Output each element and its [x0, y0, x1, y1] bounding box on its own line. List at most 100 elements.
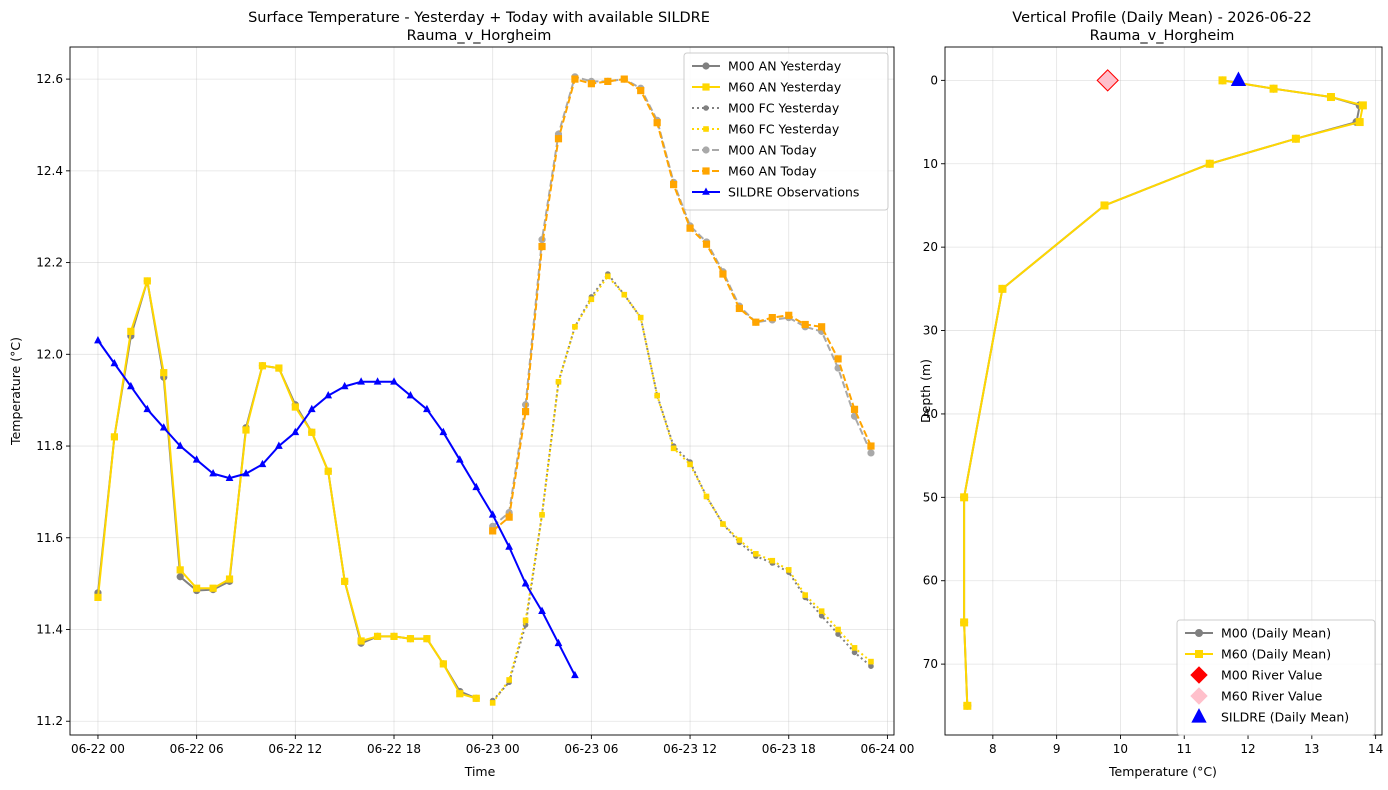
chart1-legend-marker: [702, 146, 710, 154]
chart1-point-sildre-observations: [521, 579, 530, 587]
chart1-x-label: Time: [464, 764, 496, 779]
chart2-x-tick-label: 10: [1113, 742, 1128, 756]
chart1-legend-label: SILDRE Observations: [728, 185, 859, 200]
surface-temperature-chart: Surface Temperature - Yesterday + Today …: [8, 10, 914, 779]
chart2-legend-item: M60 River Value: [1190, 687, 1323, 705]
chart1-x-tick-label: 06-23 12: [663, 742, 717, 756]
chart2-markers: [1096, 69, 1247, 92]
chart2-point-m60-daily-mean: [1358, 101, 1367, 110]
chart1-legend-marker: [703, 126, 709, 132]
chart1-legend-item: M00 AN Yesterday: [692, 59, 842, 74]
chart1-point-m60-an-today: [834, 355, 842, 363]
chart1-legend-marker: [702, 167, 710, 175]
chart1-point-m60-an-yesterday: [439, 660, 447, 668]
chart2-subtitle: Rauma_v_Horgheim: [1090, 28, 1235, 44]
chart1-point-m60-an-yesterday: [209, 584, 217, 592]
chart2-legend-label: M60 River Value: [1221, 689, 1323, 704]
chart2-legend-item: M60 (Daily Mean): [1185, 647, 1331, 662]
chart1-legend-label: M00 AN Yesterday: [728, 59, 842, 74]
chart2-point-m60-daily-mean: [1218, 76, 1227, 85]
chart1-y-tick-label: 11.6: [36, 531, 63, 545]
chart1-point-m60-an-yesterday: [390, 632, 398, 640]
chart1-point-m60-fc-yesterday: [637, 314, 644, 321]
chart1-point-sildre-observations: [439, 427, 448, 436]
chart2-legend-item: SILDRE (Daily Mean): [1191, 708, 1349, 725]
chart2-line-m60-daily-mean: [963, 79, 1364, 706]
chart1-point-sildre-observations: [225, 473, 234, 481]
chart1-point-m60-an-today: [850, 405, 859, 413]
chart1-point-m60-an-yesterday: [423, 635, 431, 643]
chart1-point-m60-fc-yesterday: [506, 677, 512, 683]
chart2-x-label: Temperature (°C): [1108, 764, 1217, 779]
chart1-y-ticks: 11.2 11.4 11.6 11.8 12.0 12.2 12.4 12.6: [36, 72, 70, 728]
chart1-point-m00-an-yesterday: [176, 573, 184, 581]
chart2-legend-marker: [1195, 650, 1204, 659]
chart1-point-sildre-observations: [143, 404, 152, 413]
chart1-point-m60-fc-yesterday: [868, 658, 874, 665]
chart2-legend-box: [1176, 619, 1376, 736]
chart1-point-m60-an-yesterday: [275, 364, 283, 372]
chart1-point-m60-fc-yesterday: [753, 551, 759, 557]
chart2-x-tick-label: 13: [1304, 742, 1319, 756]
chart1-point-sildre-observations: [94, 336, 102, 344]
chart1-point-m60-an-yesterday: [341, 577, 349, 585]
chart1-point-sildre-observations: [571, 670, 579, 679]
chart2-x-tick-label: 8: [989, 742, 997, 756]
chart1-point-m60-an-today: [818, 323, 826, 331]
chart1-point-m60-an-today: [670, 180, 678, 189]
chart2-legend-item: M00 River Value: [1190, 666, 1323, 684]
chart2-y-tick-label: 50: [923, 490, 938, 504]
chart1-subtitle: Rauma_v_Horgheim: [407, 28, 552, 44]
chart2-y-ticks: 0 10 20 30 40 50 60 70: [923, 73, 945, 671]
chart1-point-m60-an-yesterday: [242, 426, 250, 434]
chart1-point-m60-an-yesterday: [160, 369, 168, 377]
chart1-legend-label: M00 AN Today: [728, 143, 817, 158]
chart1-point-m60-an-today: [801, 320, 809, 329]
chart1-point-m60-an-yesterday: [373, 632, 382, 640]
chart1-legend-label: M60 FC Yesterday: [728, 122, 840, 137]
chart1-line-m60-an-yesterday: [97, 279, 477, 700]
chart2-legend: M00 (Daily Mean) M60 (Daily Mean) M00 Rive…: [1176, 619, 1376, 736]
chart1-point-m60-an-today: [686, 224, 694, 232]
chart2-x-tick-label: 11: [1177, 742, 1192, 756]
chart2-y-tick-label: 40: [923, 407, 938, 421]
chart1-point-m60-an-yesterday: [291, 403, 299, 411]
chart1-point-m60-an-yesterday: [406, 635, 415, 643]
chart1-point-m60-fc-yesterday: [489, 700, 496, 706]
chart1-legend-box: [683, 52, 889, 211]
chart2-frame: [944, 46, 1383, 736]
chart1-point-m60-an-yesterday: [225, 575, 234, 583]
chart1-point-m00-fc-yesterday: [851, 649, 858, 656]
chart1-legend-marker: [702, 187, 710, 195]
chart1-point-m60-an-today: [768, 314, 776, 322]
chart2-x-tick-label: 12: [1240, 742, 1255, 756]
chart1-point-sildre-observations: [176, 441, 185, 449]
chart1-point-m60-fc-yesterday: [835, 626, 841, 633]
chart1-point-m60-an-yesterday: [357, 637, 365, 645]
chart1-point-m60-fc-yesterday: [785, 567, 792, 573]
chart1-y-label: Temperature (°C): [8, 337, 23, 446]
chart1-point-sildre-observations: [357, 377, 365, 385]
chart1-point-sildre-observations: [209, 469, 217, 477]
chart1-point-m60-an-today: [637, 86, 645, 95]
chart2-y-tick-label: 70: [923, 657, 938, 671]
chart1-point-m60-fc-yesterday: [621, 291, 628, 298]
chart2-point-m60-daily-mean: [1205, 159, 1214, 168]
chart2-point-m60-daily-mean: [960, 493, 969, 502]
chart2-point-m60-daily-mean: [963, 701, 972, 710]
chart2-line-m00-daily-mean: [963, 79, 1361, 706]
chart1-point-m60-an-today: [538, 242, 546, 251]
chart1-x-tick-label: 06-23 06: [564, 742, 618, 756]
chart1-point-m60-an-today: [785, 311, 793, 319]
chart1-x-tick-label: 06-22 18: [367, 742, 421, 756]
chart1-point-sildre-observations: [472, 482, 481, 491]
chart1-legend: M00 AN Yesterday M60 AN Yesterday M00 FC Y…: [683, 52, 889, 211]
chart1-y-tick-label: 11.4: [36, 623, 63, 637]
chart2-legend-marker: [1195, 629, 1204, 638]
chart2-legend-label: M60 (Daily Mean): [1221, 647, 1331, 662]
chart1-point-sildre-observations: [126, 381, 135, 390]
chart2-point-m60-daily-mean: [1355, 118, 1364, 127]
chart1-point-sildre-observations: [192, 455, 201, 463]
chart1-frame: [69, 46, 895, 736]
chart1-point-sildre-observations: [455, 455, 464, 463]
